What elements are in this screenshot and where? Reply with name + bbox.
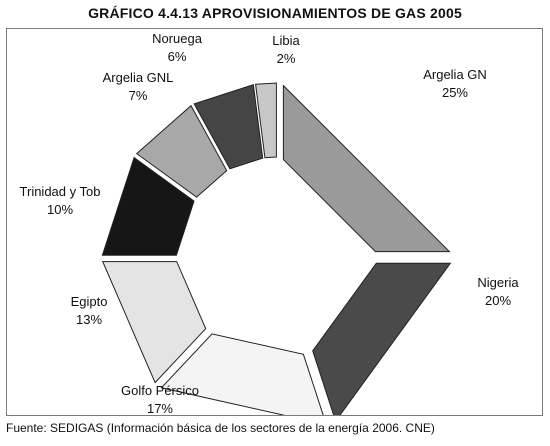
slice-name-noruega: Noruega — [152, 31, 202, 46]
slice-label-noruega: Noruega 6% — [152, 30, 202, 66]
donut-segment-trinidad-y-tob — [101, 156, 195, 256]
slice-name-egipto: Egipto — [70, 294, 108, 309]
source-note: Fuente: SEDIGAS (Información básica de l… — [6, 421, 435, 435]
slice-label-egipto: Egipto 13% — [71, 293, 108, 329]
slice-label-nigeria: Nigeria 20% — [477, 274, 518, 310]
slice-percent-argelia-gnl: 7% — [128, 88, 148, 103]
donut-segment-argelia-gnl — [135, 104, 228, 198]
chart-frame: Argelia GN 25% Nigeria 20% Golfo Pérsico… — [6, 28, 543, 416]
donut-segment-nigeria — [312, 262, 452, 415]
donut-segment-golfo-p-rsico — [160, 333, 324, 415]
slice-label-libia: Libia 2% — [272, 32, 299, 68]
slice-name-golfo-persico: Golfo Pérsico — [120, 383, 200, 398]
slice-name-libia: Libia — [272, 33, 300, 48]
donut-segment-argelia-gn — [282, 84, 451, 253]
slice-label-argelia-gn: Argelia GN 25% — [423, 66, 487, 102]
slice-label-trinidad-y-tob: Trinidad y Tob 10% — [20, 183, 101, 219]
slice-percent-noruega: 6% — [167, 49, 187, 64]
slice-name-nigeria: Nigeria — [477, 275, 519, 290]
slice-name-argelia-gnl: Argelia GNL — [102, 70, 174, 85]
donut-chart — [101, 82, 452, 415]
slice-percent-egipto: 13% — [75, 312, 103, 327]
slice-name-trinidad-y-tob: Trinidad y Tob — [19, 184, 101, 199]
chart-title: GRÁFICO 4.4.13 APROVISIONAMIENTOS DE GAS… — [88, 5, 462, 21]
slice-percent-golfo-persico: 17% — [146, 401, 174, 416]
slice-name-argelia-gn: Argelia GN — [423, 67, 487, 82]
slice-label-golfo-persico: Golfo Pérsico 17% — [121, 382, 199, 418]
slice-percent-argelia-gn: 25% — [441, 85, 469, 100]
slice-percent-nigeria: 20% — [484, 293, 512, 308]
donut-segment-noruega — [193, 84, 264, 170]
slice-percent-libia: 2% — [276, 51, 296, 66]
donut-segment-egipto — [101, 261, 207, 384]
donut-segment-libia — [255, 82, 277, 159]
slice-percent-trinidad-y-tob: 10% — [46, 202, 74, 217]
slice-label-argelia-gnl: Argelia GNL 7% — [103, 69, 174, 105]
